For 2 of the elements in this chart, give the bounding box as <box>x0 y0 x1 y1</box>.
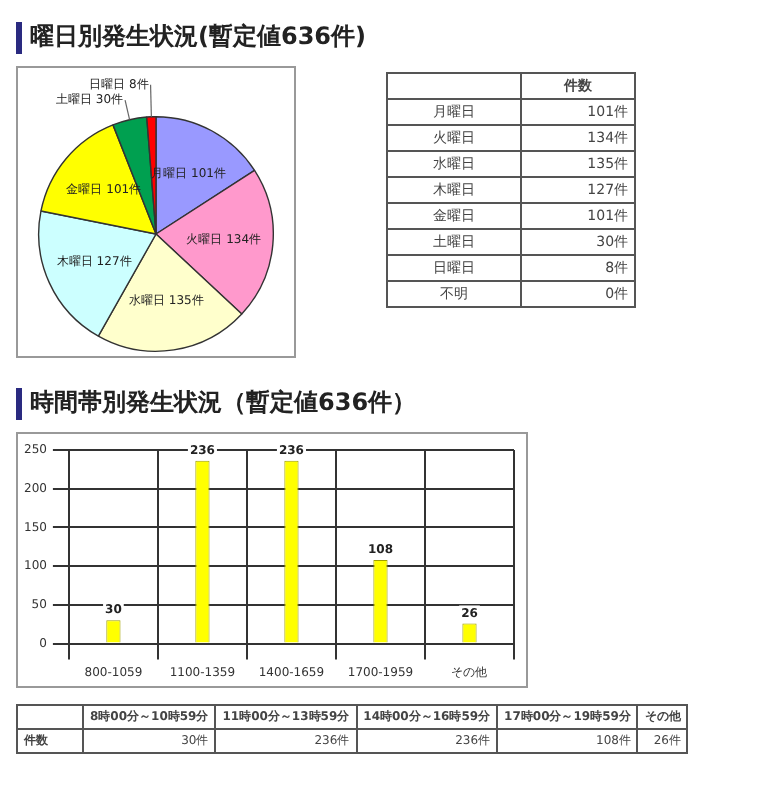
chart-title: 曜日別発生状況(暫定値636件) <box>30 20 367 54</box>
chart-title: 時間帯別発生状況（暫定値636件） <box>30 386 417 420</box>
